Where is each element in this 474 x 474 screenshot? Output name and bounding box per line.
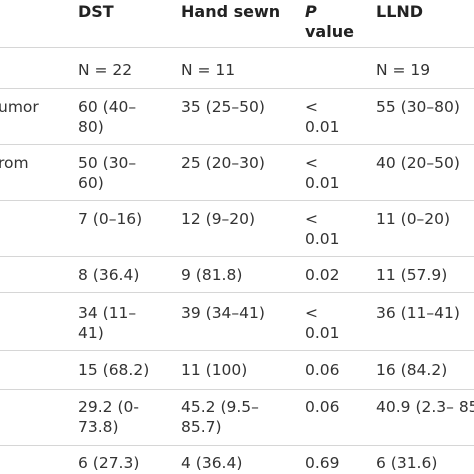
row-divider xyxy=(0,200,474,201)
cell-hand-sewn: N = 11 xyxy=(181,61,236,79)
header-dst: DST xyxy=(78,2,114,21)
cell-llnd: 11 (0–20) xyxy=(376,210,451,228)
cell-dst: 60 (40– 80) xyxy=(78,98,137,136)
cell-p-value: 0.06 xyxy=(305,398,340,416)
row-divider xyxy=(0,350,474,351)
cell-llnd: 55 (30–80) xyxy=(376,98,460,116)
cell-p-value: < 0.01 xyxy=(305,98,340,136)
cell-dst: 7 (0–16) xyxy=(78,210,143,228)
cell-hand-sewn: 35 (25–50) xyxy=(181,98,265,116)
row-divider xyxy=(0,88,474,89)
cell-p-value: < 0.01 xyxy=(305,304,340,342)
cell-hand-sewn: 4 (36.4) xyxy=(181,454,243,472)
header-p-value: P value xyxy=(305,2,354,42)
header-hand-sewn: Hand sewn xyxy=(181,2,281,21)
row-divider xyxy=(0,256,474,257)
cell-hand-sewn: 12 (9–20) xyxy=(181,210,256,228)
header-p-italic: P xyxy=(305,2,317,21)
cell-hand-sewn: 9 (81.8) xyxy=(181,266,243,284)
header-divider xyxy=(0,47,474,48)
table-header-row: DST Hand sewn P value LLND xyxy=(0,0,474,48)
cell-p-value: 0.06 xyxy=(305,361,340,379)
cell-hand-sewn: 39 (34–41) xyxy=(181,304,265,322)
cell-p-value: < 0.01 xyxy=(305,154,340,192)
cell-llnd: N = 19 xyxy=(376,61,431,79)
cell-dst: 8 (36.4) xyxy=(78,266,140,284)
cell-llnd: 6 (31.6) xyxy=(376,454,438,472)
cell-llnd: 11 (57.9) xyxy=(376,266,448,284)
cell-llnd: 36 (11–41) xyxy=(376,304,460,322)
cell-p-value: 0.69 xyxy=(305,454,340,472)
row-label: umor xyxy=(0,98,39,116)
row-divider xyxy=(0,389,474,390)
cell-hand-sewn: 25 (20–30) xyxy=(181,154,265,172)
cell-dst: 34 (11– 41) xyxy=(78,304,137,342)
cell-hand-sewn: 11 (100) xyxy=(181,361,248,379)
cell-dst: 6 (27.3) xyxy=(78,454,140,472)
row-divider xyxy=(0,292,474,293)
header-llnd: LLND xyxy=(376,2,424,21)
cell-llnd: 40.9 (2.3– 85.7) xyxy=(376,398,474,416)
row-divider xyxy=(0,445,474,446)
cell-dst: 50 (30– 60) xyxy=(78,154,137,192)
cell-p-value: < 0.01 xyxy=(305,210,340,248)
cell-llnd: 16 (84.2) xyxy=(376,361,448,379)
cell-hand-sewn: 45.2 (9.5– 85.7) xyxy=(181,398,259,436)
row-label: rom xyxy=(0,154,29,172)
row-divider xyxy=(0,144,474,145)
cell-llnd: 40 (20–50) xyxy=(376,154,460,172)
cell-dst: N = 22 xyxy=(78,61,133,79)
cell-dst: 29.2 (0- 73.8) xyxy=(78,398,139,436)
cell-p-value: 0.02 xyxy=(305,266,340,284)
header-p-rest: value xyxy=(305,22,354,41)
cell-dst: 15 (68.2) xyxy=(78,361,150,379)
